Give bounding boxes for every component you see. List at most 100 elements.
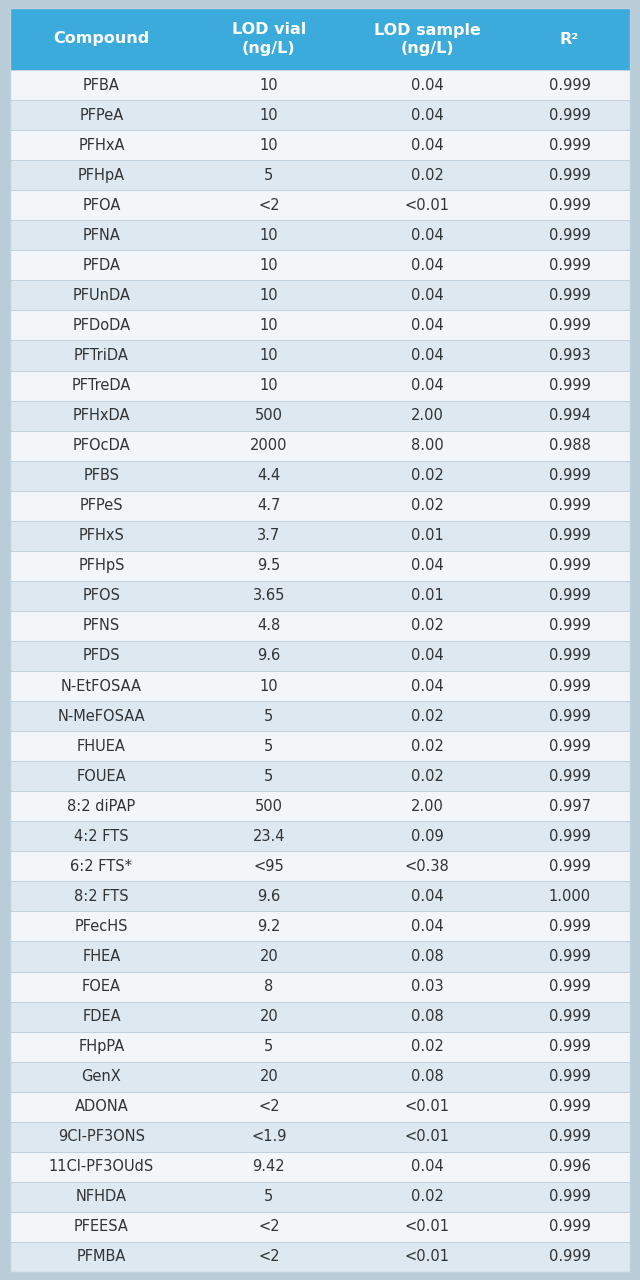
Bar bbox=[10, 942, 630, 972]
Text: 4.4: 4.4 bbox=[257, 468, 280, 483]
Text: 0.999: 0.999 bbox=[548, 589, 591, 603]
Text: <1.9: <1.9 bbox=[251, 1129, 287, 1144]
Bar bbox=[10, 581, 630, 611]
Text: PFHxA: PFHxA bbox=[78, 138, 125, 152]
Text: 2000: 2000 bbox=[250, 438, 287, 453]
Text: 0.04: 0.04 bbox=[411, 678, 444, 694]
Text: <95: <95 bbox=[253, 859, 284, 874]
Text: N-EtFOSAA: N-EtFOSAA bbox=[61, 678, 142, 694]
Text: 20: 20 bbox=[259, 948, 278, 964]
Text: 0.999: 0.999 bbox=[548, 317, 591, 333]
Text: 0.999: 0.999 bbox=[548, 1039, 591, 1055]
Text: 5: 5 bbox=[264, 739, 273, 754]
Text: 8:2 FTS: 8:2 FTS bbox=[74, 888, 129, 904]
Text: 20: 20 bbox=[259, 1009, 278, 1024]
Text: 9Cl-PF3ONS: 9Cl-PF3ONS bbox=[58, 1129, 145, 1144]
Text: 8.00: 8.00 bbox=[411, 438, 444, 453]
Bar bbox=[10, 310, 630, 340]
Text: PFDA: PFDA bbox=[83, 257, 120, 273]
Text: <0.01: <0.01 bbox=[404, 1100, 449, 1114]
Text: 0.04: 0.04 bbox=[411, 138, 444, 152]
Text: 0.04: 0.04 bbox=[411, 378, 444, 393]
Text: 0.999: 0.999 bbox=[548, 197, 591, 212]
Text: 3.7: 3.7 bbox=[257, 529, 280, 543]
Text: 8:2 diPAP: 8:2 diPAP bbox=[67, 799, 136, 814]
Text: 9.6: 9.6 bbox=[257, 649, 280, 663]
Text: 0.04: 0.04 bbox=[411, 257, 444, 273]
Text: 23.4: 23.4 bbox=[253, 828, 285, 844]
Bar bbox=[10, 401, 630, 430]
Bar bbox=[10, 972, 630, 1001]
Text: 0.08: 0.08 bbox=[411, 1009, 444, 1024]
Text: 9.5: 9.5 bbox=[257, 558, 280, 573]
Text: 0.999: 0.999 bbox=[548, 78, 591, 92]
Text: 0.04: 0.04 bbox=[411, 919, 444, 934]
Text: 0.999: 0.999 bbox=[548, 1100, 591, 1114]
Bar bbox=[10, 8, 630, 70]
Text: 0.999: 0.999 bbox=[548, 1220, 591, 1234]
Bar bbox=[10, 220, 630, 251]
Text: PFDoDA: PFDoDA bbox=[72, 317, 131, 333]
Text: 4.7: 4.7 bbox=[257, 498, 280, 513]
Text: 20: 20 bbox=[259, 1069, 278, 1084]
Text: 0.04: 0.04 bbox=[411, 78, 444, 92]
Text: PFNS: PFNS bbox=[83, 618, 120, 634]
Text: 0.04: 0.04 bbox=[411, 348, 444, 364]
Bar bbox=[10, 191, 630, 220]
Text: 0.999: 0.999 bbox=[548, 979, 591, 995]
Text: <2: <2 bbox=[258, 1249, 280, 1265]
Text: PFPeA: PFPeA bbox=[79, 108, 124, 123]
Text: PFHxS: PFHxS bbox=[79, 529, 124, 543]
Text: FHpPA: FHpPA bbox=[78, 1039, 125, 1055]
Bar bbox=[10, 370, 630, 401]
Text: R²: R² bbox=[560, 32, 579, 46]
Text: 0.04: 0.04 bbox=[411, 288, 444, 303]
Text: 10: 10 bbox=[260, 288, 278, 303]
Bar bbox=[10, 851, 630, 882]
Text: 8: 8 bbox=[264, 979, 273, 995]
Text: 0.999: 0.999 bbox=[548, 828, 591, 844]
Bar bbox=[10, 160, 630, 191]
Bar bbox=[10, 340, 630, 370]
Text: 0.999: 0.999 bbox=[548, 138, 591, 152]
Text: 3.65: 3.65 bbox=[253, 589, 285, 603]
Bar bbox=[10, 1181, 630, 1212]
Text: <0.01: <0.01 bbox=[404, 197, 449, 212]
Text: 5: 5 bbox=[264, 1189, 273, 1204]
Text: 6:2 FTS*: 6:2 FTS* bbox=[70, 859, 132, 874]
Bar bbox=[10, 70, 630, 100]
Bar bbox=[10, 521, 630, 550]
Text: 0.02: 0.02 bbox=[410, 739, 444, 754]
Bar bbox=[10, 822, 630, 851]
Bar bbox=[10, 131, 630, 160]
Text: 0.988: 0.988 bbox=[548, 438, 591, 453]
Text: NFHDA: NFHDA bbox=[76, 1189, 127, 1204]
Text: PFUnDA: PFUnDA bbox=[72, 288, 131, 303]
Text: 10: 10 bbox=[260, 138, 278, 152]
Bar bbox=[10, 641, 630, 671]
Text: PFEESA: PFEESA bbox=[74, 1220, 129, 1234]
Text: 0.999: 0.999 bbox=[548, 1189, 591, 1204]
Text: 0.999: 0.999 bbox=[548, 228, 591, 243]
Text: PFNA: PFNA bbox=[83, 228, 120, 243]
Text: 0.02: 0.02 bbox=[410, 468, 444, 483]
Bar bbox=[10, 611, 630, 641]
Bar bbox=[10, 1032, 630, 1061]
Text: 9.42: 9.42 bbox=[253, 1160, 285, 1174]
Text: 0.999: 0.999 bbox=[548, 859, 591, 874]
Text: 10: 10 bbox=[260, 228, 278, 243]
Text: 2.00: 2.00 bbox=[410, 408, 444, 424]
Text: PFBA: PFBA bbox=[83, 78, 120, 92]
Text: 5: 5 bbox=[264, 769, 273, 783]
Bar bbox=[10, 1001, 630, 1032]
Text: PFBS: PFBS bbox=[83, 468, 120, 483]
Text: 0.999: 0.999 bbox=[548, 168, 591, 183]
Text: 0.04: 0.04 bbox=[411, 888, 444, 904]
Text: 0.03: 0.03 bbox=[411, 979, 444, 995]
Text: <0.01: <0.01 bbox=[404, 1249, 449, 1265]
Text: 500: 500 bbox=[255, 408, 283, 424]
Text: 0.999: 0.999 bbox=[548, 649, 591, 663]
Text: GenX: GenX bbox=[81, 1069, 122, 1084]
Bar bbox=[10, 1061, 630, 1092]
Bar bbox=[10, 1121, 630, 1152]
